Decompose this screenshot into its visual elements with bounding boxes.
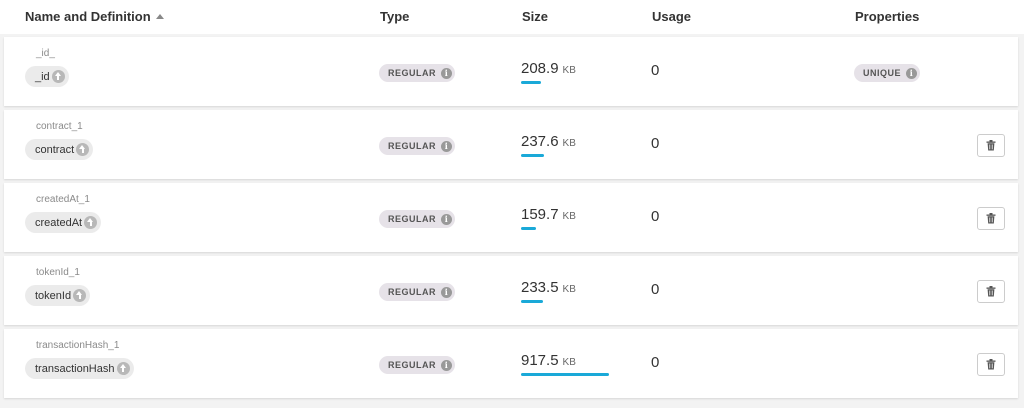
index-field-chip: contract — [25, 139, 94, 160]
table-row: contract_1 contract REGULAR i 237.6 KB 0 — [4, 110, 1018, 179]
index-usage: 0 — [651, 281, 660, 298]
index-usage: 0 — [651, 135, 660, 152]
arrow-up-circle-icon — [51, 70, 65, 83]
index-field-label: _id — [35, 70, 50, 83]
index-field-label: transactionHash — [35, 362, 115, 375]
info-icon[interactable]: i — [441, 286, 452, 298]
index-size-bar — [521, 227, 536, 230]
index-field-chip: _id — [25, 66, 69, 87]
index-field-chip: transactionHash — [25, 358, 134, 379]
trash-icon — [986, 213, 996, 224]
column-header-usage: Usage — [652, 9, 692, 24]
index-type-badge: REGULAR i — [379, 137, 455, 155]
index-size-value: 208.9 — [521, 60, 559, 77]
index-type-badge: REGULAR i — [379, 210, 455, 228]
info-icon[interactable]: i — [441, 67, 452, 79]
column-header-name-definition-label: Name and Definition — [25, 9, 151, 24]
index-type-label: REGULAR — [388, 360, 436, 370]
index-name: tokenId_1 — [36, 267, 80, 278]
sort-ascending-icon[interactable] — [155, 14, 164, 19]
index-usage: 0 — [651, 354, 660, 371]
index-property-label: UNIQUE — [863, 68, 902, 78]
column-header-properties: Properties — [855, 9, 920, 24]
index-type-label: REGULAR — [388, 214, 436, 224]
index-size: 208.9 KB — [521, 60, 661, 77]
column-header-name-definition[interactable]: Name and Definition — [25, 9, 164, 24]
index-type-label: REGULAR — [388, 68, 436, 78]
arrow-up-circle-icon — [84, 216, 98, 229]
arrow-up-circle-icon — [76, 143, 90, 156]
index-size-bar — [521, 373, 609, 376]
arrow-up-circle-icon — [116, 362, 130, 375]
index-field-chip: createdAt — [25, 212, 102, 233]
delete-index-button[interactable] — [977, 207, 1005, 230]
index-name: _id_ — [36, 48, 55, 59]
index-size-unit: KB — [562, 211, 576, 222]
index-size: 237.6 KB — [521, 133, 661, 150]
index-usage: 0 — [651, 62, 660, 79]
info-icon[interactable]: i — [441, 359, 452, 371]
index-size-value: 237.6 — [521, 133, 559, 150]
column-header-type: Type — [380, 9, 410, 24]
info-icon[interactable]: i — [441, 140, 452, 152]
index-size-bar — [521, 300, 543, 303]
trash-icon — [986, 140, 996, 151]
index-field-label: tokenId — [35, 289, 72, 302]
table-row: _id_ _id REGULAR i 208.9 KB 0 UNIQUE i — [4, 37, 1018, 106]
index-type-label: REGULAR — [388, 287, 436, 297]
table-row: transactionHash_1 transactionHash REGULA… — [4, 329, 1018, 398]
column-header-size: Size — [522, 9, 549, 24]
info-icon[interactable]: i — [906, 67, 918, 79]
delete-index-button[interactable] — [977, 353, 1005, 376]
index-size-value: 233.5 — [521, 279, 559, 296]
delete-index-button[interactable] — [977, 134, 1005, 157]
index-size: 233.5 KB — [521, 279, 661, 296]
index-name: transactionHash_1 — [36, 340, 120, 351]
index-type-badge: REGULAR i — [379, 283, 455, 301]
index-property-badge: UNIQUE i — [854, 64, 921, 82]
index-type-badge: REGULAR i — [379, 356, 455, 374]
index-size: 159.7 KB — [521, 206, 661, 223]
index-size: 917.5 KB — [521, 352, 661, 369]
index-size-unit: KB — [562, 138, 576, 149]
trash-icon — [986, 359, 996, 370]
index-field-chip: tokenId — [25, 285, 91, 306]
index-usage: 0 — [651, 208, 660, 225]
table-row: createdAt_1 createdAt REGULAR i 159.7 KB … — [4, 183, 1018, 252]
index-size-value: 917.5 — [521, 352, 559, 369]
index-size-bar — [521, 154, 544, 157]
info-icon[interactable]: i — [441, 213, 452, 225]
index-name: createdAt_1 — [36, 194, 90, 205]
table-row: tokenId_1 tokenId REGULAR i 233.5 KB 0 — [4, 256, 1018, 325]
index-type-label: REGULAR — [388, 141, 436, 151]
delete-index-button[interactable] — [977, 280, 1005, 303]
index-name: contract_1 — [36, 121, 83, 132]
trash-icon — [986, 286, 996, 297]
table-header: Name and Definition Type Size Usage Prop… — [0, 0, 1024, 34]
index-type-badge: REGULAR i — [379, 64, 455, 82]
index-size-bar — [521, 81, 541, 84]
arrow-up-circle-icon — [73, 289, 87, 302]
index-field-label: contract — [35, 143, 75, 156]
index-size-unit: KB — [562, 284, 576, 295]
index-size-value: 159.7 — [521, 206, 559, 223]
index-size-unit: KB — [562, 357, 576, 368]
index-size-unit: KB — [562, 65, 576, 76]
index-field-label: createdAt — [35, 216, 83, 229]
